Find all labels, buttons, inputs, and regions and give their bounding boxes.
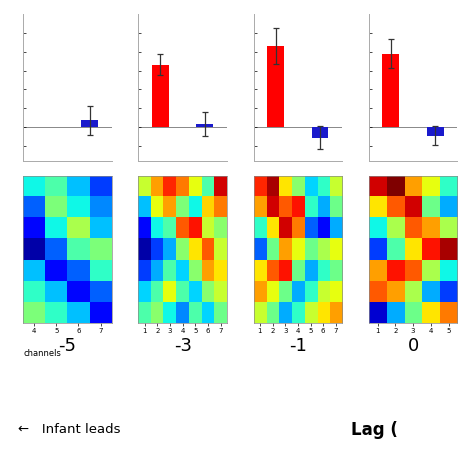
Text: -5: -5 bbox=[58, 337, 76, 355]
Text: -1: -1 bbox=[289, 337, 307, 355]
Text: 0: 0 bbox=[407, 337, 419, 355]
Bar bbox=[152, 65, 169, 127]
Bar bbox=[383, 54, 399, 127]
Bar bbox=[267, 46, 284, 127]
Text: ←   Infant leads: ← Infant leads bbox=[18, 423, 121, 436]
Bar bbox=[427, 127, 444, 135]
Bar bbox=[311, 127, 328, 138]
Text: channels: channels bbox=[23, 349, 61, 358]
Text: -3: -3 bbox=[174, 337, 192, 355]
Bar bbox=[81, 121, 98, 127]
Text: Lag (: Lag ( bbox=[351, 421, 398, 438]
Bar bbox=[196, 124, 213, 127]
